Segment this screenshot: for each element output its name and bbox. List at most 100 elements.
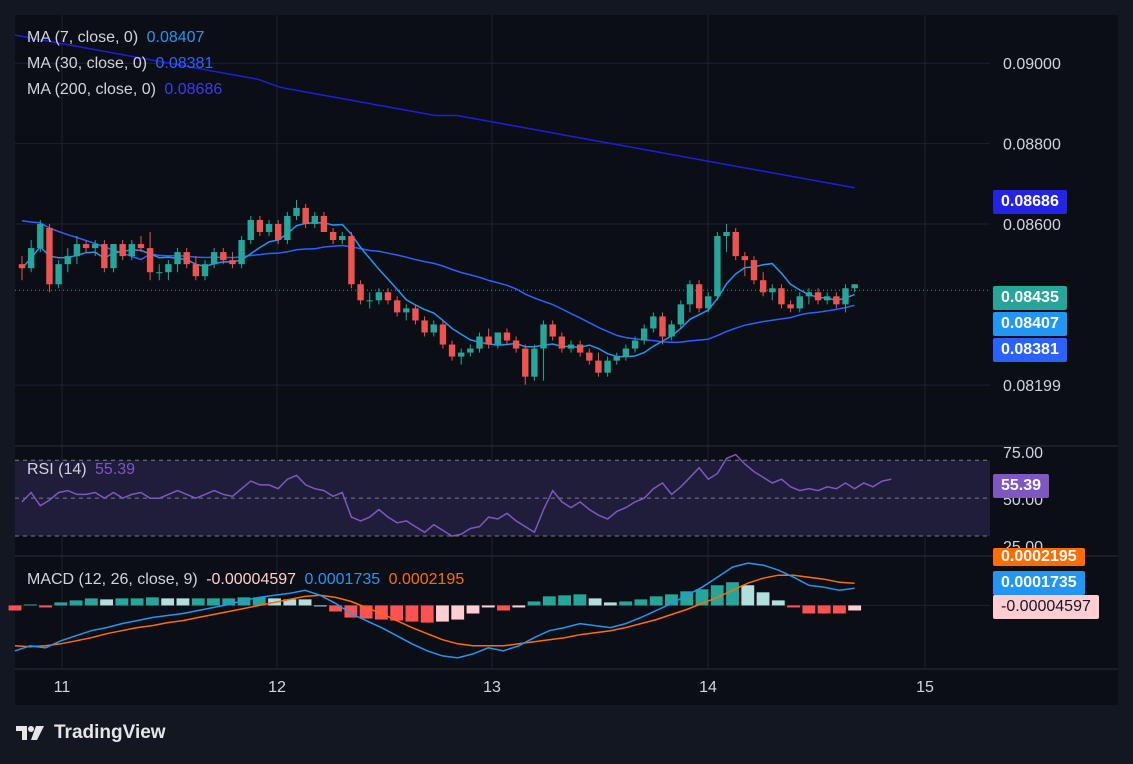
macd-histogram-bar[interactable] (512, 605, 526, 608)
candle[interactable] (256, 219, 264, 233)
candle[interactable] (146, 248, 154, 273)
candle[interactable] (393, 300, 401, 313)
legend-rsi[interactable]: RSI (14) 55.39 (27, 461, 139, 479)
macd-histogram-bar[interactable] (329, 605, 343, 612)
macd-histogram-bar[interactable] (542, 596, 556, 606)
legend-ma30[interactable]: MA (30, close, 0) 0.08381 (27, 55, 217, 73)
candle[interactable] (329, 232, 337, 241)
macd-histogram-bar[interactable] (436, 605, 449, 622)
candle[interactable] (805, 292, 813, 297)
candle[interactable] (348, 236, 355, 285)
ma200-line[interactable] (14, 34, 855, 189)
candle[interactable] (824, 296, 831, 301)
candle[interactable] (567, 344, 575, 349)
candle[interactable] (55, 264, 62, 285)
candle[interactable] (522, 348, 529, 377)
candle[interactable] (796, 296, 803, 309)
candle[interactable] (622, 348, 630, 357)
macd-histogram-bar[interactable] (802, 605, 816, 614)
macd-histogram-bar[interactable] (252, 597, 266, 606)
macd-histogram-bar[interactable] (573, 594, 587, 606)
candle[interactable] (714, 236, 721, 297)
macd-histogram-bar[interactable] (588, 598, 602, 606)
candle[interactable] (238, 240, 245, 265)
legend-ma200[interactable]: MA (200, close, 0) 0.08686 (27, 81, 226, 99)
candle[interactable] (357, 284, 364, 301)
macd-histogram-bar[interactable] (817, 605, 831, 614)
macd-histogram-bar[interactable] (161, 598, 175, 606)
candle[interactable] (302, 207, 309, 224)
candle[interactable] (723, 232, 730, 237)
macd-histogram-bar[interactable] (130, 598, 144, 606)
macd-histogram-bar[interactable] (405, 605, 419, 622)
ma30-line[interactable] (21, 220, 855, 344)
macd-histogram-bar[interactable] (832, 605, 846, 614)
candle[interactable] (284, 215, 291, 241)
candle[interactable] (586, 352, 593, 361)
candle[interactable] (778, 288, 785, 305)
candle[interactable] (156, 272, 163, 274)
candle[interactable] (220, 252, 227, 261)
macd-histogram-bar[interactable] (145, 597, 159, 606)
candle[interactable] (576, 344, 584, 353)
candle[interactable] (759, 280, 767, 293)
candle[interactable] (27, 248, 35, 269)
candle[interactable] (540, 324, 547, 349)
macd-histogram-bar[interactable] (84, 598, 98, 606)
macd-histogram-bar[interactable] (191, 598, 205, 606)
candle[interactable] (613, 356, 620, 361)
macd-histogram-bar[interactable] (481, 605, 495, 608)
candle[interactable] (339, 236, 346, 241)
candle[interactable] (320, 215, 328, 233)
macd-histogram-bar[interactable] (710, 585, 724, 606)
macd-signal-line[interactable] (14, 574, 855, 648)
candle[interactable] (64, 256, 71, 265)
macd-pane[interactable] (8, 562, 990, 659)
candle[interactable] (37, 223, 44, 249)
candle[interactable] (101, 244, 108, 269)
candle[interactable] (705, 296, 712, 309)
macd-histogram-bar[interactable] (665, 594, 678, 606)
candle[interactable] (210, 252, 218, 265)
candle[interactable] (384, 292, 392, 301)
candle[interactable] (192, 264, 200, 277)
candle[interactable] (375, 292, 383, 301)
ma7-line[interactable] (21, 222, 855, 358)
macd-histogram-bar[interactable] (222, 598, 236, 606)
macd-histogram-bar[interactable] (176, 598, 190, 606)
candle[interactable] (494, 332, 501, 345)
candle[interactable] (439, 324, 447, 345)
candle[interactable] (403, 308, 410, 313)
macd-histogram-bar[interactable] (771, 600, 785, 606)
macd-line[interactable] (14, 562, 855, 659)
candle[interactable] (82, 244, 90, 249)
candle[interactable] (128, 244, 135, 257)
macd-histogram-bar[interactable] (603, 602, 617, 606)
macd-histogram-bar[interactable] (497, 605, 510, 611)
candle[interactable] (247, 219, 254, 241)
candle[interactable] (110, 244, 117, 269)
macd-histogram-bar[interactable] (390, 605, 404, 621)
candle[interactable] (311, 215, 318, 224)
candle[interactable] (119, 244, 126, 257)
candle[interactable] (421, 320, 428, 333)
candle[interactable] (512, 340, 520, 349)
candle[interactable] (549, 324, 556, 337)
legend-ma7[interactable]: MA (7, close, 0) 0.08407 (27, 29, 208, 47)
candle[interactable] (73, 244, 81, 257)
macd-histogram-bar[interactable] (69, 600, 83, 606)
candle[interactable] (842, 288, 849, 305)
candle[interactable] (201, 264, 209, 277)
candle[interactable] (732, 232, 739, 257)
macd-histogram-bar[interactable] (100, 599, 114, 606)
candle[interactable] (366, 300, 373, 302)
tradingview-brand[interactable]: TradingView (16, 722, 166, 744)
macd-histogram-bar[interactable] (848, 605, 862, 611)
macd-histogram-bar[interactable] (787, 605, 800, 608)
macd-histogram-bar[interactable] (23, 604, 37, 606)
candle[interactable] (46, 227, 53, 285)
candle[interactable] (412, 308, 419, 321)
candle[interactable] (631, 340, 639, 349)
candle[interactable] (503, 332, 511, 341)
